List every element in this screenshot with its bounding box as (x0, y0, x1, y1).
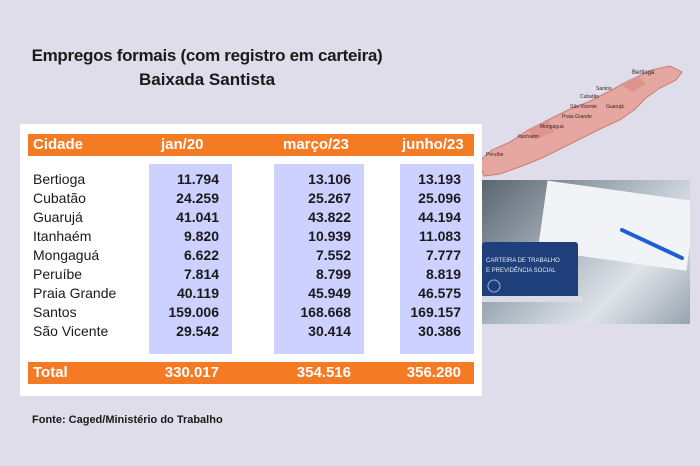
photo-illustration: CARTEIRA DE TRABALHO E PREVIDÊNCIA SOCIA… (482, 180, 690, 302)
header-cidade: Cidade (33, 136, 84, 153)
table-cell-value: 46.575 (418, 285, 461, 301)
table-cell-value: 43.822 (308, 209, 351, 225)
table-cell-value: 25.096 (418, 190, 461, 206)
table-row-city: Cubatão (33, 190, 86, 206)
column-highlight-jun23 (400, 164, 474, 354)
map-shape (477, 65, 683, 177)
table-row-city: Santos (33, 304, 77, 320)
header-mar23: março/23 (283, 136, 349, 153)
table-cell-value: 159.006 (168, 304, 219, 320)
table-row-city: Mongaguá (33, 247, 100, 263)
header-jan20: jan/20 (161, 136, 204, 153)
card-line1: CARTEIRA DE TRABALHO (486, 258, 560, 264)
table-row-city: Peruíbe (33, 266, 83, 282)
card-line2: E PREVIDÊNCIA SOCIAL (486, 266, 556, 274)
map-region (620, 76, 646, 92)
table-cell-value: 25.267 (308, 190, 351, 206)
total-label: Total (33, 364, 68, 381)
table-row-city: São Vicente (33, 323, 109, 339)
table-row-city: Guarujá (33, 209, 83, 225)
work-card-photo: CARTEIRA DE TRABALHO E PREVIDÊNCIA SOCIA… (482, 180, 690, 324)
table-cell-value: 168.668 (300, 304, 351, 320)
table-cell-value: 24.259 (176, 190, 219, 206)
table-cell-value: 7.552 (315, 247, 351, 263)
table-cell-value: 40.119 (176, 285, 219, 301)
table-cell-value: 11.083 (418, 228, 461, 244)
map-region (528, 120, 554, 140)
map-label-bertioga: Bertioga (632, 70, 655, 76)
table-cell-value: 7.777 (425, 247, 461, 263)
total-mar23: 354.516 (296, 364, 351, 381)
title-block: Empregos formais (com registro em cartei… (22, 46, 392, 90)
table-cell-value: 8.819 (425, 266, 461, 282)
table-cell-value: 44.194 (418, 209, 461, 225)
table-cell-value: 13.106 (308, 171, 351, 187)
table-cell-value: 6.622 (183, 247, 219, 263)
table-cell-value: 13.193 (418, 171, 461, 187)
total-jun23: 356.280 (406, 364, 461, 381)
data-table: Cidade jan/20 março/23 junho/23 Bertioga… (20, 124, 482, 396)
chart-subtitle: Baixada Santista (138, 70, 276, 89)
table-cell-value: 30.414 (308, 323, 351, 339)
regional-map: Bertioga Santos Cubatão São Vicente Guar… (477, 65, 683, 177)
table-cell-value: 45.949 (308, 285, 351, 301)
table-cell-value: 29.542 (176, 323, 219, 339)
table-cell-value: 30.386 (418, 323, 461, 339)
header-jun23: junho/23 (402, 136, 464, 153)
table-row-city: Praia Grande (33, 285, 117, 301)
column-highlight-mar23 (274, 164, 364, 354)
table-cell-value: 169.157 (410, 304, 461, 320)
map-label-cubatao: Cubatão (580, 94, 599, 100)
column-highlight-jan20 (149, 164, 232, 354)
map-label-guaruja: Guarujá (606, 104, 624, 110)
source-note: Fonte: Caged/Ministério do Trabalho (32, 414, 223, 426)
map-label-peruibe: Peruíbe (486, 152, 504, 158)
header-band (28, 134, 474, 156)
total-band (28, 362, 474, 384)
table-cell-value: 10.939 (308, 228, 351, 244)
chart-title: Empregos formais (com registro em cartei… (31, 46, 383, 65)
map-label-santos: Santos (596, 86, 612, 92)
map-label-mongagua: Mongaguá (540, 124, 564, 130)
table-cell-value: 11.794 (176, 171, 219, 187)
table-row-city: Itanhaém (33, 228, 92, 244)
map-label-sao-vicente: São Vicente (570, 104, 597, 110)
table-cell-value: 41.041 (176, 209, 219, 225)
table-cell-value: 8.799 (315, 266, 351, 282)
total-jan20: 330.017 (164, 364, 219, 381)
table-cell-value: 9.820 (183, 228, 219, 244)
map-label-itanhaem: Itanhaém (518, 134, 539, 140)
table-row-city: Bertioga (33, 171, 86, 187)
map-label-praia-grande: Praia Grande (562, 114, 592, 120)
table-cell-value: 7.814 (183, 266, 219, 282)
